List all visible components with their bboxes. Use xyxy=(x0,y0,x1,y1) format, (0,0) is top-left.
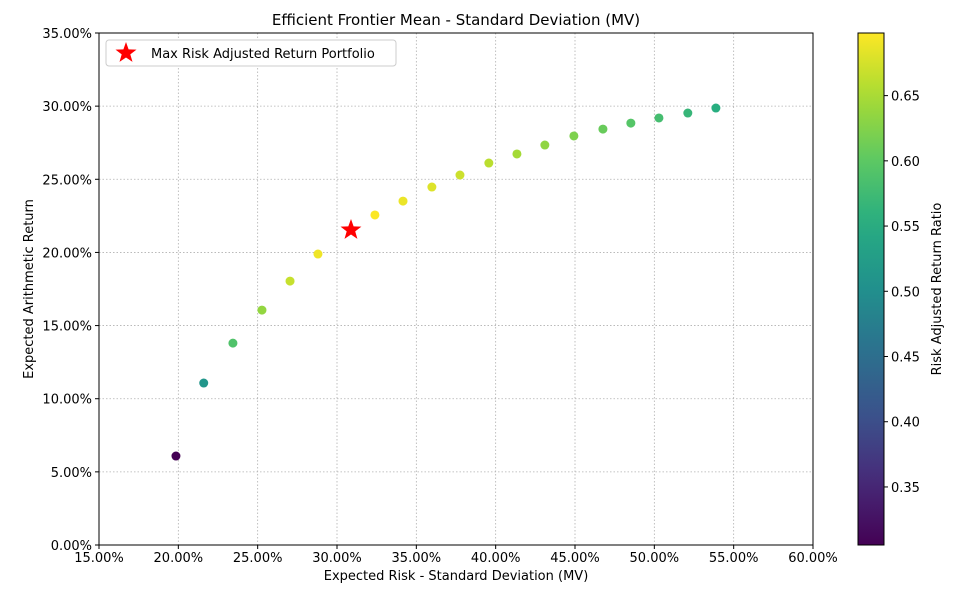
x-tick-label: 60.00% xyxy=(788,551,838,566)
frontier-point xyxy=(626,118,636,128)
frontier-point xyxy=(313,249,323,259)
colorbar xyxy=(857,32,885,546)
legend-label: Max Risk Adjusted Return Portfolio xyxy=(151,47,375,62)
frontier-point xyxy=(598,124,608,134)
y-tick-label: 35.00% xyxy=(42,27,92,42)
x-tick-label: 25.00% xyxy=(233,551,283,566)
frontier-point xyxy=(228,338,238,348)
x-tick-label: 55.00% xyxy=(709,551,759,566)
y-tick-label: 5.00% xyxy=(51,466,92,481)
colorbar-tick-label: 0.55 xyxy=(891,220,920,235)
frontier-point xyxy=(285,276,295,286)
y-axis-label: Expected Arithmetic Return xyxy=(22,199,37,379)
frontier-point xyxy=(199,378,209,388)
x-tick-label: 20.00% xyxy=(154,551,204,566)
colorbar-tick-label: 0.65 xyxy=(891,90,920,105)
frontier-point xyxy=(370,210,380,220)
y-tick-label: 30.00% xyxy=(42,100,92,115)
frontier-point xyxy=(569,131,579,141)
points xyxy=(171,103,721,461)
frontier-point xyxy=(398,196,408,206)
frontier-point xyxy=(171,451,181,461)
frontier-point xyxy=(711,103,721,113)
x-tick-label: 30.00% xyxy=(312,551,362,566)
x-tick-label: 50.00% xyxy=(630,551,680,566)
x-tick-label: 35.00% xyxy=(392,551,442,566)
y-tick-label: 10.00% xyxy=(42,393,92,408)
max-return-star xyxy=(340,219,362,239)
y-tick-label: 20.00% xyxy=(42,246,92,261)
x-axis: 15.00% 20.00% 25.00% 30.00% 35.00% 40.00% 45.0… xyxy=(74,545,838,566)
y-tick-label: 15.00% xyxy=(42,320,92,335)
x-tick-label: 40.00% xyxy=(471,551,521,566)
frontier-point xyxy=(654,113,664,123)
y-tick-label: 0.00% xyxy=(51,539,92,554)
y-axis: 0.00% 5.00% 10.00% 15.00% 20.00% 25.00% 30.00%… xyxy=(42,27,99,554)
colorbar-tick-label: 0.40 xyxy=(891,416,920,431)
y-tick-label: 25.00% xyxy=(42,173,92,188)
legend-star-icon xyxy=(115,42,137,62)
colorbar-ticks: 0.35 0.40 0.45 0.50 0.55 0.60 0.65 xyxy=(884,90,920,496)
frontier-point xyxy=(455,170,465,180)
colorbar-tick-label: 0.45 xyxy=(891,351,920,366)
frontier-point xyxy=(683,108,693,118)
frontier-point xyxy=(257,305,267,315)
x-tick-label: 45.00% xyxy=(550,551,600,566)
colorbar-label: Risk Adjusted Return Ratio xyxy=(930,203,945,376)
frontier-point xyxy=(427,182,437,192)
colorbar-tick-label: 0.60 xyxy=(891,155,920,170)
frontier-point xyxy=(512,149,522,159)
grid xyxy=(98,32,814,546)
colorbar-tick-label: 0.35 xyxy=(891,481,920,496)
plot-frame xyxy=(98,32,814,546)
frontier-point xyxy=(540,140,550,150)
colorbar-tick-label: 0.50 xyxy=(891,285,920,300)
chart-title: Efficient Frontier Mean - Standard Devia… xyxy=(272,11,640,29)
frontier-point xyxy=(484,158,494,168)
x-tick-label: 15.00% xyxy=(74,551,124,566)
x-axis-label: Expected Risk - Standard Deviation (MV) xyxy=(324,569,589,584)
legend: Max Risk Adjusted Return Portfolio xyxy=(105,39,397,67)
